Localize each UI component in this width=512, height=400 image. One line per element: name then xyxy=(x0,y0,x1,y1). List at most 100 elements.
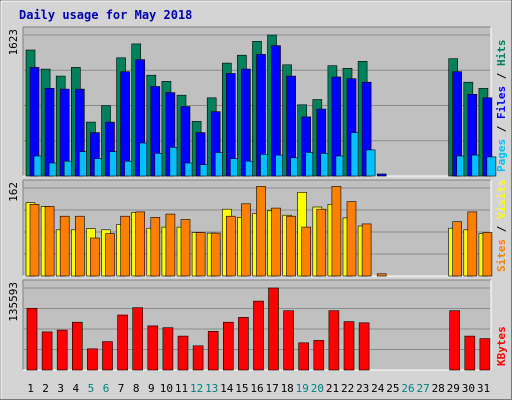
day-label-6: 6 xyxy=(103,382,110,395)
day-label-12: 12 xyxy=(190,382,203,395)
y-max-label: 135593 xyxy=(7,282,20,322)
bar-sites-day-14 xyxy=(226,215,236,277)
y-max-label: 162 xyxy=(7,182,20,202)
bar-files-day-15 xyxy=(241,68,251,177)
bar-sites-day-10 xyxy=(165,213,176,277)
day-label-8: 8 xyxy=(133,382,140,395)
bar-kbytes-day-14 xyxy=(223,321,234,371)
day-label-28: 28 xyxy=(432,382,445,395)
day-label-14: 14 xyxy=(220,382,234,395)
bar-sites-day-30 xyxy=(467,211,478,277)
bar-sites-day-4 xyxy=(75,215,85,277)
bar-sites-day-13 xyxy=(210,232,221,277)
day-label-13: 13 xyxy=(205,382,218,395)
day-label-16: 16 xyxy=(250,382,263,395)
legend-entry: KBytes xyxy=(495,326,508,366)
bar-kbytes-day-31 xyxy=(479,338,491,371)
y-max-label: 1623 xyxy=(7,29,20,56)
bar-kbytes-day-2 xyxy=(41,331,53,371)
bar-kbytes-day-19 xyxy=(298,342,310,371)
bar-sites-day-15 xyxy=(241,203,251,277)
day-label-27: 27 xyxy=(416,382,429,395)
bar-kbytes-day-18 xyxy=(283,310,294,371)
bar-sites-day-12 xyxy=(195,232,206,277)
bar-kbytes-day-22 xyxy=(343,321,355,371)
bar-kbytes-day-13 xyxy=(207,330,219,371)
bar-sites-day-24 xyxy=(376,273,387,277)
legend-entry: Pages xyxy=(495,139,508,172)
bar-kbytes-day-12 xyxy=(192,345,204,371)
bar-sites-day-1 xyxy=(29,204,40,277)
bar-kbytes-day-5 xyxy=(87,348,98,371)
bar-sites-day-23 xyxy=(361,223,372,277)
legend-entry: Sites xyxy=(495,239,508,272)
bar-sites-day-31 xyxy=(482,232,493,277)
bar-sites-day-29 xyxy=(452,221,463,277)
day-label-18: 18 xyxy=(281,382,294,395)
bar-kbytes-day-3 xyxy=(56,329,68,371)
legend-entry: / xyxy=(495,119,508,139)
bar-sites-day-5 xyxy=(90,237,100,277)
panel-kbytes: 135593 KBytes xyxy=(7,279,508,371)
bar-sites-day-18 xyxy=(286,215,296,277)
chart-title: Daily usage for May 2018 xyxy=(19,8,192,22)
bar-kbytes-day-15 xyxy=(238,317,249,371)
bar-kbytes-day-17 xyxy=(268,287,279,371)
legend: KBytes xyxy=(495,326,508,366)
bar-files-day-24 xyxy=(376,173,387,177)
bar-kbytes-day-6 xyxy=(102,341,113,371)
chart-panels: 1623 Pages / Files / Hits 162 Sites / Visit… xyxy=(7,26,508,371)
bar-sites-day-16 xyxy=(256,186,266,277)
legend: Sites / Visits xyxy=(495,179,508,272)
bar-sites-day-22 xyxy=(346,201,357,277)
bar-sites-day-21 xyxy=(331,186,342,277)
legend-entry: Visits xyxy=(495,179,508,219)
day-label-31: 31 xyxy=(477,382,490,395)
day-label-11: 11 xyxy=(175,382,188,395)
day-label-22: 22 xyxy=(341,382,354,395)
day-label-20: 20 xyxy=(311,382,324,395)
bar-sites-day-6 xyxy=(105,233,115,277)
day-label-26: 26 xyxy=(401,382,414,395)
day-label-9: 9 xyxy=(148,382,155,395)
bar-kbytes-day-21 xyxy=(328,310,340,371)
day-label-15: 15 xyxy=(235,382,248,395)
bar-kbytes-day-16 xyxy=(253,300,264,371)
day-label-24: 24 xyxy=(371,382,385,395)
bar-kbytes-day-4 xyxy=(72,321,83,371)
bar-sites-day-8 xyxy=(135,211,145,277)
bar-sites-day-20 xyxy=(316,208,327,277)
bar-kbytes-day-1 xyxy=(26,307,38,371)
bar-files-day-7 xyxy=(120,71,130,177)
legend-entry: / xyxy=(495,219,508,239)
day-label-25: 25 xyxy=(386,382,399,395)
bar-kbytes-day-7 xyxy=(117,314,128,371)
bar-kbytes-day-20 xyxy=(313,340,325,371)
panel-visits-sites: 162 Sites / Visits xyxy=(7,179,508,277)
day-label-23: 23 xyxy=(356,382,369,395)
bar-sites-day-9 xyxy=(150,217,161,277)
bar-sites-day-7 xyxy=(120,215,130,277)
day-label-21: 21 xyxy=(326,382,339,395)
day-label-29: 29 xyxy=(447,382,460,395)
day-label-17: 17 xyxy=(265,382,278,395)
day-label-3: 3 xyxy=(57,382,64,395)
bar-kbytes-day-9 xyxy=(147,325,159,371)
bar-kbytes-day-11 xyxy=(177,335,189,371)
bar-kbytes-day-8 xyxy=(132,307,143,371)
day-label-1: 1 xyxy=(27,382,34,395)
bar-sites-day-19 xyxy=(301,226,312,277)
day-label-10: 10 xyxy=(160,382,173,395)
day-label-7: 7 xyxy=(118,382,125,395)
bar-pages-day-31 xyxy=(486,156,497,177)
panel-hits-files-pages: 1623 Pages / Files / Hits xyxy=(7,26,508,177)
day-labels: 1 2 3 4 5 6 7 8 9 10 11 12 13 14 15 16 17 18 19 20 21 22 23 24 2… xyxy=(27,382,490,395)
bar-sites-day-2 xyxy=(44,206,55,277)
legend-entry: Hits xyxy=(495,40,508,67)
day-label-30: 30 xyxy=(462,382,475,395)
legend: Pages / Files / Hits xyxy=(495,40,508,173)
bar-kbytes-day-29 xyxy=(449,310,461,371)
day-label-4: 4 xyxy=(72,382,79,395)
